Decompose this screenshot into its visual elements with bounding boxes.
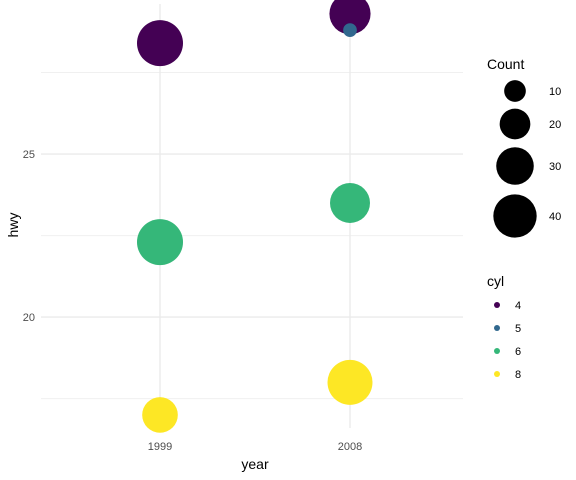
color-legend-key [494,302,500,308]
x-axis-title: year [241,456,269,472]
data-point [329,0,371,35]
color-legend-label: 4 [515,300,521,312]
data-point [343,23,357,37]
color-legend-key [494,371,500,377]
size-legend-key [493,194,537,238]
color-legend-key [494,348,500,354]
x-tick-label: 1999 [148,441,172,453]
color-legend-label: 5 [515,323,521,335]
color-legend-label: 6 [515,346,521,358]
x-tick-labels: 1999 2008 [148,441,362,453]
size-legend-label: 40 [549,211,561,223]
color-legend-key [494,325,500,331]
y-tick-label: 20 [23,312,35,324]
y-tick-label: 25 [23,149,35,161]
x-tick-label: 2008 [338,441,362,453]
size-legend-label: 20 [549,119,561,131]
size-legend-key [504,80,526,102]
size-legend-title: Count [487,56,524,72]
size-legend-label: 10 [549,86,561,98]
data-points [137,0,373,433]
grid-lines [41,4,463,428]
data-point [327,359,373,405]
size-legend-key [496,147,534,185]
size-legend-label: 30 [549,161,561,173]
data-point [137,20,183,67]
color-legend-label: 8 [515,369,521,381]
color-legend-title: cyl [487,273,504,289]
data-point [330,182,370,223]
size-legend-key [499,108,531,140]
data-point [142,397,178,433]
y-axis-title: hwy [5,213,21,238]
color-legend: cyl 4 5 6 8 [487,273,521,381]
data-point [137,219,183,266]
size-legend: Count 10 20 30 40 [487,56,561,238]
